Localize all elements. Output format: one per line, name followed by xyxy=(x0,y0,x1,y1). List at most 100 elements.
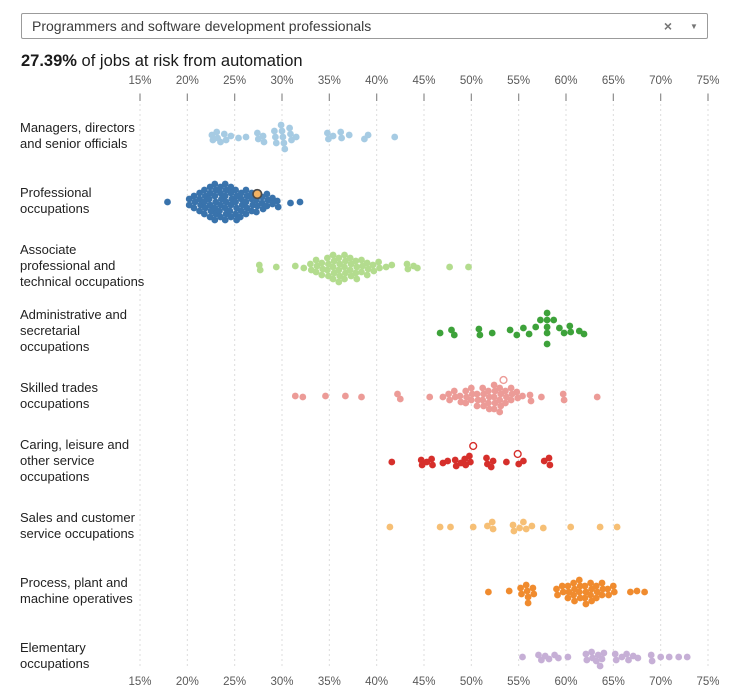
occupation-dot[interactable] xyxy=(469,441,478,451)
occupation-dot[interactable] xyxy=(527,397,535,405)
occupation-dot[interactable] xyxy=(611,650,619,658)
occupation-dot[interactable] xyxy=(221,192,229,200)
occupation-dot[interactable] xyxy=(535,651,542,659)
occupation-dot[interactable] xyxy=(490,381,498,389)
occupation-dot[interactable] xyxy=(260,138,268,146)
occupation-dot[interactable] xyxy=(341,263,348,271)
occupation-dot[interactable] xyxy=(414,264,421,272)
occupation-dot[interactable] xyxy=(448,326,455,334)
occupation-dot[interactable] xyxy=(465,263,472,271)
occupation-dot[interactable] xyxy=(593,393,601,401)
occupation-dot[interactable] xyxy=(485,387,492,395)
occupation-combobox-value[interactable]: Programmers and software development pro… xyxy=(32,18,372,34)
occupation-dot[interactable] xyxy=(205,195,213,203)
occupation-dot[interactable] xyxy=(592,582,600,590)
occupation-dot[interactable] xyxy=(581,594,589,602)
occupation-dot[interactable] xyxy=(532,323,540,331)
occupation-dot[interactable] xyxy=(502,399,509,407)
occupation-dot[interactable] xyxy=(429,461,436,469)
occupation-dot[interactable] xyxy=(329,275,337,283)
occupation-dot[interactable] xyxy=(623,650,630,658)
occupation-dot[interactable] xyxy=(556,324,563,332)
occupation-dot[interactable] xyxy=(462,399,470,407)
occupation-dot[interactable] xyxy=(583,656,591,664)
clear-selection-icon[interactable]: × xyxy=(663,18,673,34)
occupation-dot[interactable] xyxy=(634,654,642,662)
occupation-dot[interactable] xyxy=(665,653,673,661)
occupation-dot[interactable] xyxy=(516,524,523,532)
occupation-dot[interactable] xyxy=(582,600,590,608)
occupation-dot[interactable] xyxy=(426,393,434,401)
occupation-dot[interactable] xyxy=(274,203,282,211)
occupation-dot[interactable] xyxy=(490,405,498,413)
occupation-dot[interactable] xyxy=(450,331,458,339)
occupation-dot[interactable] xyxy=(217,138,224,146)
occupation-dot[interactable] xyxy=(287,130,294,138)
occupation-dot[interactable] xyxy=(329,132,337,140)
occupation-dot[interactable] xyxy=(363,259,371,267)
occupation-dot[interactable] xyxy=(291,392,299,400)
occupation-dot[interactable] xyxy=(539,524,547,532)
occupation-dot[interactable] xyxy=(488,518,496,526)
occupation-dot[interactable] xyxy=(467,396,475,404)
occupation-dot[interactable] xyxy=(259,132,267,140)
occupation-dot[interactable] xyxy=(363,271,371,279)
occupation-dot[interactable] xyxy=(312,256,320,264)
occupation-dot[interactable] xyxy=(570,591,577,599)
occupation-dot[interactable] xyxy=(436,329,444,337)
occupation-dot[interactable] xyxy=(364,265,372,273)
occupation-dot[interactable] xyxy=(358,256,365,264)
occupation-dot[interactable] xyxy=(286,124,293,132)
occupation-dot[interactable] xyxy=(507,384,515,392)
occupation-dot[interactable] xyxy=(505,587,513,595)
occupation-dot[interactable] xyxy=(227,132,235,140)
occupation-dot[interactable] xyxy=(201,186,208,194)
occupation-dot[interactable] xyxy=(488,329,496,337)
occupation-dot[interactable] xyxy=(537,316,544,324)
occupation-dot[interactable] xyxy=(502,387,509,395)
occupation-dot[interactable] xyxy=(446,396,453,404)
occupation-dot[interactable] xyxy=(641,588,648,596)
occupation-dot[interactable] xyxy=(211,216,219,224)
occupation-dot[interactable] xyxy=(473,402,481,410)
occupation-dot[interactable] xyxy=(242,186,250,194)
occupation-dot[interactable] xyxy=(523,587,531,595)
occupation-dot[interactable] xyxy=(324,254,331,262)
occupation-dot[interactable] xyxy=(272,263,280,271)
occupation-dot[interactable] xyxy=(509,521,517,529)
occupation-dot[interactable] xyxy=(529,584,537,592)
occupation-dot[interactable] xyxy=(447,523,454,531)
occupation-dot[interactable] xyxy=(613,523,621,531)
occupation-dot[interactable] xyxy=(386,523,394,531)
occupation-dot[interactable] xyxy=(543,309,551,317)
occupation-dot[interactable] xyxy=(485,588,492,596)
occupation-dot[interactable] xyxy=(648,657,656,665)
occupation-dot[interactable] xyxy=(369,261,377,269)
occupation-dot[interactable] xyxy=(242,198,250,206)
occupation-dot[interactable] xyxy=(657,653,665,661)
occupation-dot[interactable] xyxy=(570,579,577,587)
highlighted-occupation-dot[interactable] xyxy=(252,188,263,200)
occupation-dot[interactable] xyxy=(346,254,354,262)
occupation-dot[interactable] xyxy=(335,266,343,274)
occupation-dot[interactable] xyxy=(625,656,632,664)
occupation-dot[interactable] xyxy=(609,582,617,590)
occupation-dot[interactable] xyxy=(496,384,504,392)
occupation-dot[interactable] xyxy=(513,388,521,396)
occupation-dot[interactable] xyxy=(675,653,683,661)
occupation-dot[interactable] xyxy=(489,525,497,533)
occupation-dot[interactable] xyxy=(468,390,476,398)
occupation-dot[interactable] xyxy=(571,597,578,605)
occupation-dot[interactable] xyxy=(596,662,604,670)
occupation-dot[interactable] xyxy=(396,395,404,403)
occupation-dot[interactable] xyxy=(382,263,390,271)
occupation-dot[interactable] xyxy=(588,648,595,656)
occupation-dot[interactable] xyxy=(522,581,530,589)
occupation-dot[interactable] xyxy=(633,587,641,595)
occupation-dot[interactable] xyxy=(364,131,372,139)
occupation-dot[interactable] xyxy=(324,266,331,274)
occupation-dot[interactable] xyxy=(587,591,594,599)
occupation-dot[interactable] xyxy=(271,127,278,135)
occupation-dot[interactable] xyxy=(439,393,447,401)
occupation-dot[interactable] xyxy=(485,399,492,407)
